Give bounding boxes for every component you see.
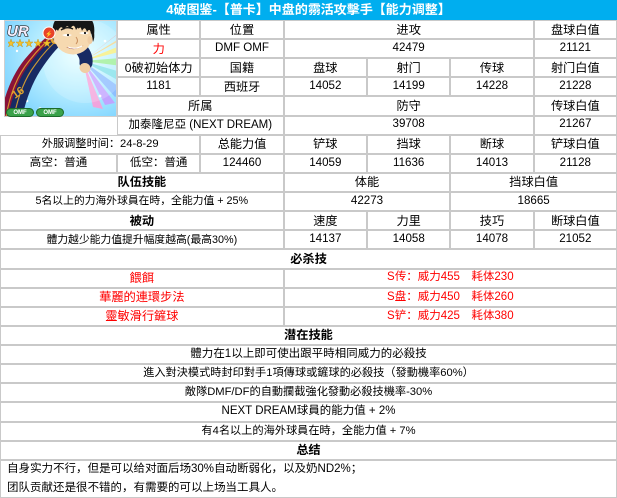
svg-text:⚡: ⚡	[45, 30, 52, 38]
svg-text:UR: UR	[7, 23, 29, 40]
